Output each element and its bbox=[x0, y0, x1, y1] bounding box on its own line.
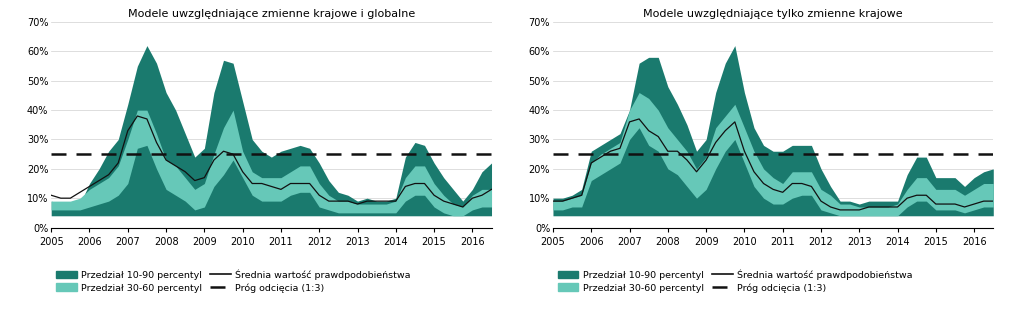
Title: Modele uwzględniające zmienne krajowe i globalne: Modele uwzględniające zmienne krajowe i … bbox=[128, 9, 415, 19]
Legend: Przedział 10-90 percentyl, Przedział 30-60 percentyl, Średnia wartość prawdpodob: Przedział 10-90 percentyl, Przedział 30-… bbox=[558, 269, 912, 293]
Legend: Przedział 10-90 percentyl, Przedział 30-60 percentyl, Średnia wartość prawdpodob: Przedział 10-90 percentyl, Przedział 30-… bbox=[56, 269, 411, 293]
Title: Modele uwzględniające tylko zmienne krajowe: Modele uwzględniające tylko zmienne kraj… bbox=[643, 9, 903, 19]
